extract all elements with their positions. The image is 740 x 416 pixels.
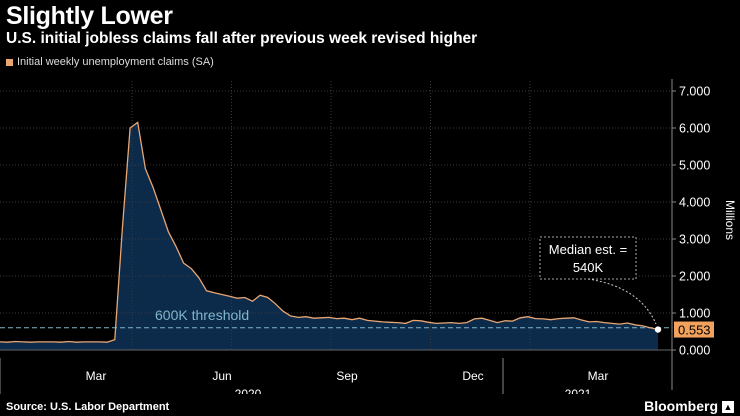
chart-subtitle: U.S. initial jobless claims fall after p… (6, 30, 478, 47)
source-note: Source: U.S. Labor Department (6, 401, 170, 413)
brand-logo: Bloomberg (644, 398, 718, 414)
x-tick-label: Jun (212, 369, 231, 383)
x-year-label: 2020 (235, 387, 262, 394)
annotation-line2: 540K (573, 260, 604, 275)
x-tick-label: Mar (588, 369, 609, 383)
y-axis-title: Millions (723, 200, 737, 240)
x-year-label: 2021 (565, 387, 592, 394)
x-tick-label: Sep (336, 369, 358, 383)
y-tick-label: 6.000 (679, 122, 710, 136)
x-tick-label: Dec (462, 369, 483, 383)
y-tick-label: 3.000 (679, 233, 710, 247)
area-fill (0, 122, 658, 351)
legend: Initial weekly unemployment claims (SA) (6, 56, 214, 68)
bloomberg-logo-icon: ▲ (722, 401, 734, 413)
chart-title: Slightly Lower (6, 2, 173, 30)
y-tick-label: 5.000 (679, 159, 710, 173)
y-tick-label: 4.000 (679, 196, 710, 210)
annotation-line1: Median est. = (549, 242, 627, 257)
legend-label: Initial weekly unemployment claims (SA) (17, 56, 214, 68)
last-value-badge (674, 321, 714, 338)
y-tick-label: 2.000 (679, 270, 710, 284)
series-line (0, 121, 659, 343)
y-tick-label: 0.000 (679, 344, 710, 358)
y-tick-label: 7.000 (679, 85, 710, 99)
annotation-pointer (587, 278, 657, 325)
last-value-label: 0.553 (678, 323, 711, 338)
last-point-marker (654, 326, 662, 333)
chart-plot: 600K threshold 0.000 1.000 2.000 3.000 4.000 5… (0, 79, 737, 394)
threshold-label: 600K threshold (155, 307, 249, 323)
y-tick-label: 1.000 (679, 307, 710, 321)
x-tick-label: Mar (86, 369, 107, 383)
legend-swatch (6, 58, 13, 66)
